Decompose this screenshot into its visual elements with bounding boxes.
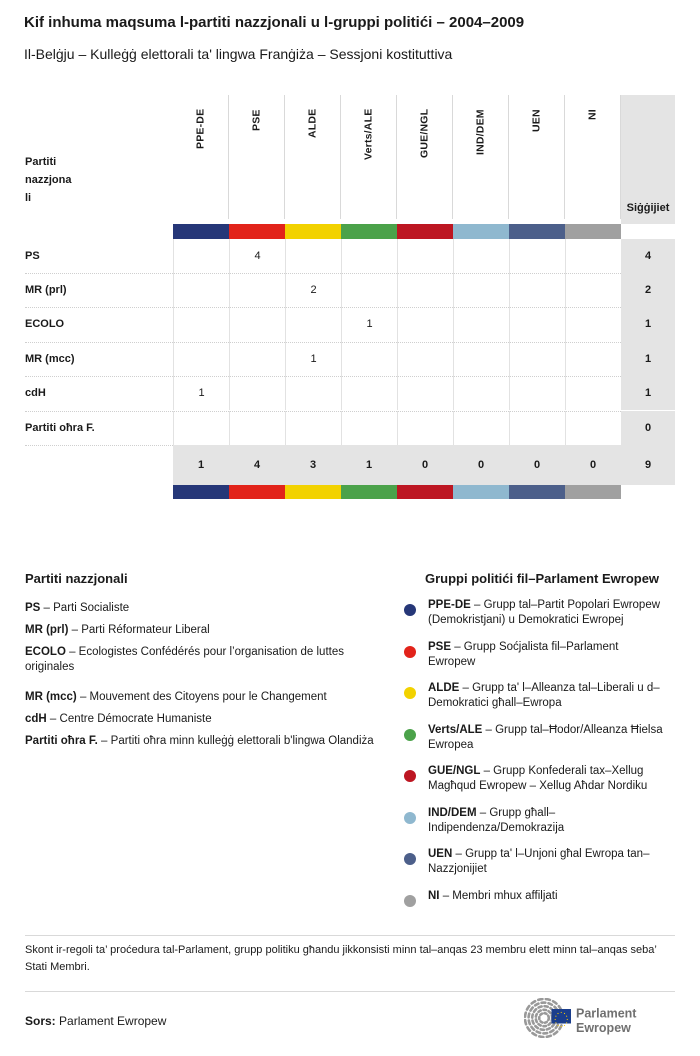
svg-text:Ewropew: Ewropew <box>576 1021 631 1035</box>
svg-text:Parlament: Parlament <box>576 1007 637 1021</box>
